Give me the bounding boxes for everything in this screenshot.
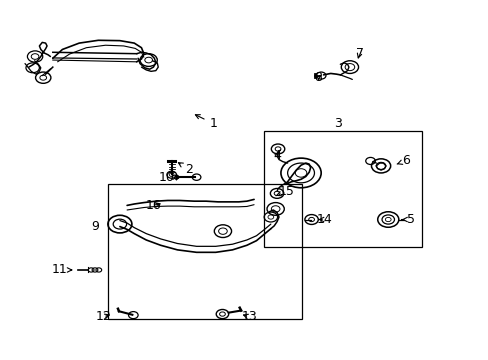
Text: 7: 7: [355, 47, 363, 60]
Text: 2: 2: [178, 163, 193, 176]
Text: 4: 4: [273, 149, 281, 162]
Text: 11: 11: [52, 264, 72, 276]
Bar: [108, 184, 302, 319]
Text: 13: 13: [241, 310, 257, 323]
Text: 16: 16: [145, 199, 161, 212]
Text: 14: 14: [317, 213, 332, 226]
Text: 10: 10: [159, 171, 177, 184]
Text: 1: 1: [195, 115, 217, 130]
Text: 8: 8: [313, 71, 321, 84]
Text: 15: 15: [275, 185, 294, 198]
Text: 5: 5: [401, 213, 414, 226]
Text: 9: 9: [91, 220, 99, 233]
Bar: [263, 131, 421, 247]
Text: 3: 3: [333, 117, 341, 130]
Text: 12: 12: [95, 310, 111, 323]
Text: 6: 6: [396, 154, 409, 167]
